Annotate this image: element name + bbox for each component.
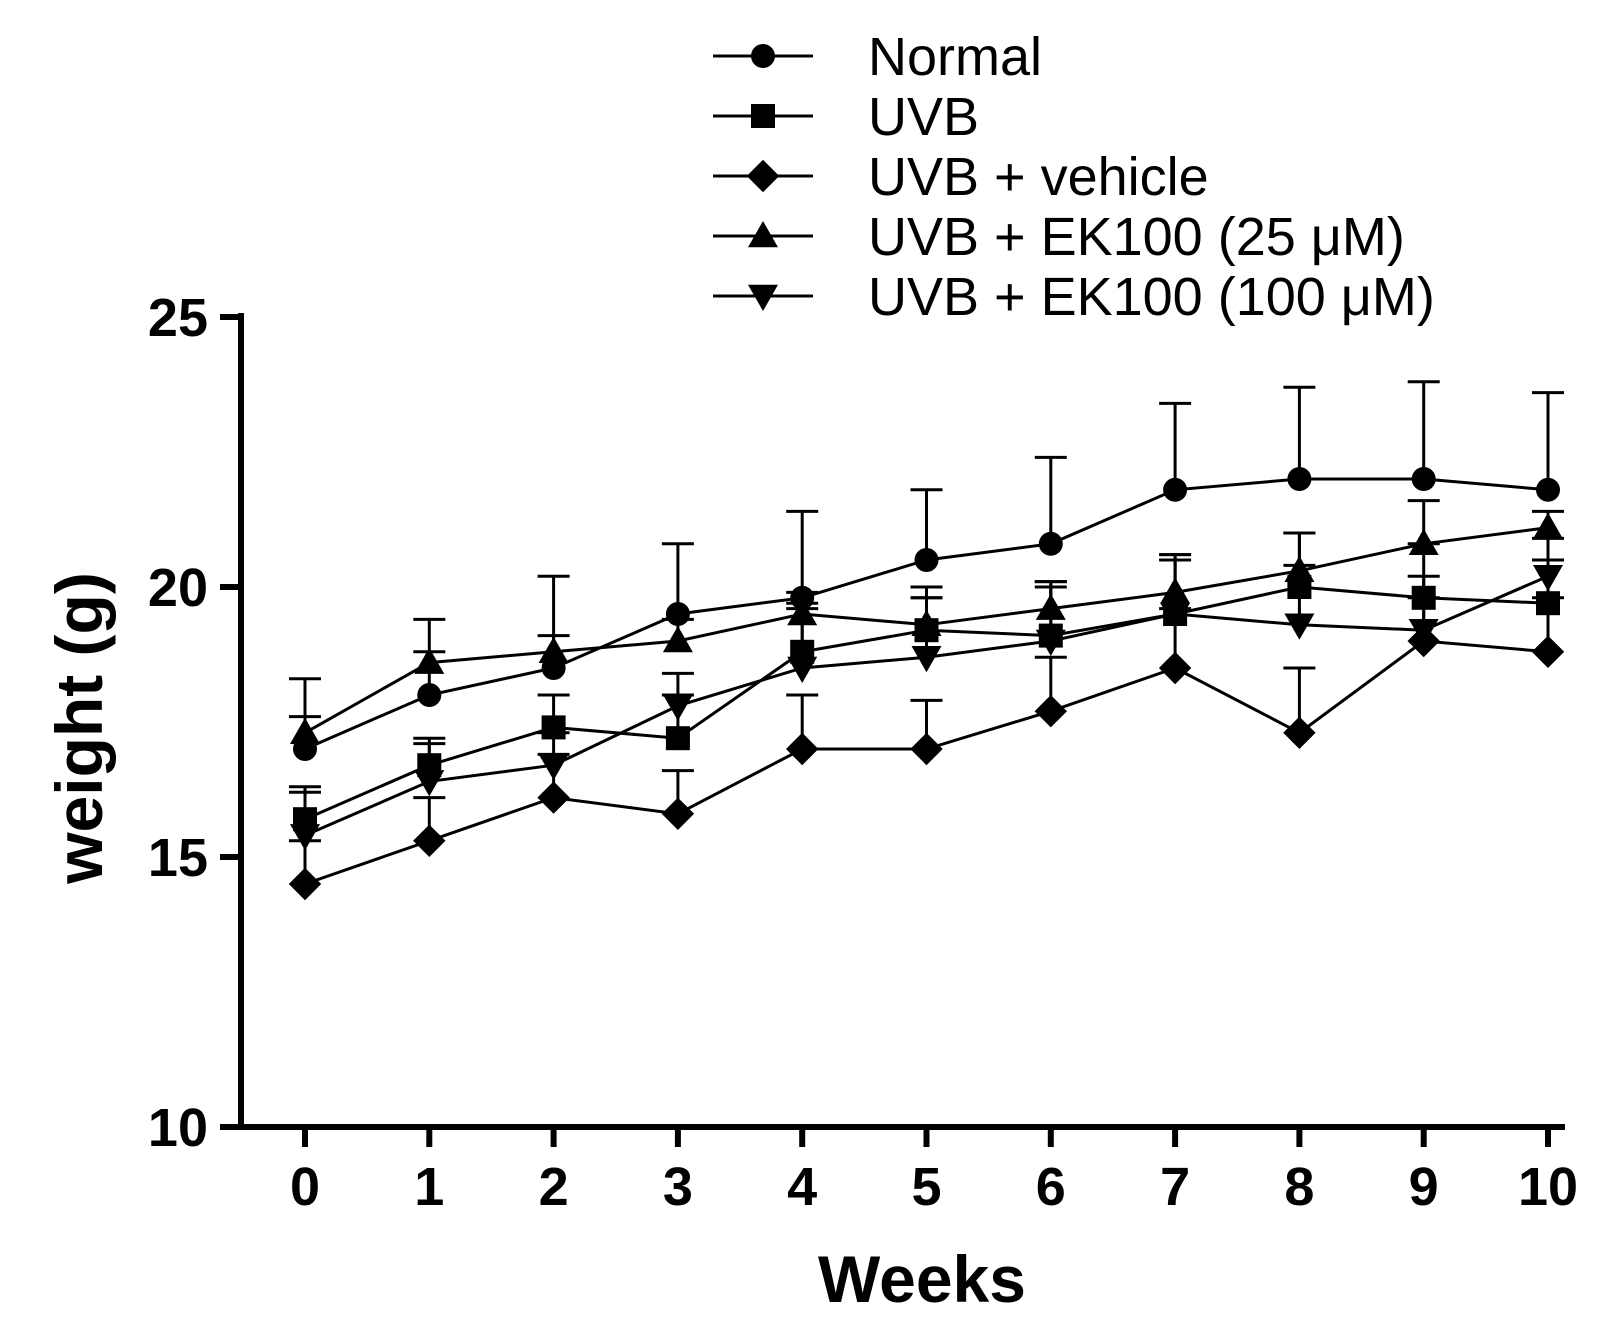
- series-5-point: [538, 753, 569, 781]
- x-tick-label: 7: [1160, 1157, 1190, 1217]
- series-3-point: [1158, 651, 1192, 685]
- series-1-error-bar: [786, 509, 819, 598]
- x-tick-label: 9: [1409, 1157, 1439, 1217]
- series-3-point: [786, 732, 819, 766]
- series-2-point: [541, 715, 566, 740]
- series-4-point: [787, 599, 818, 626]
- legend-marker: [748, 284, 778, 311]
- series-5-point: [414, 770, 445, 797]
- series-4-point: [911, 609, 942, 637]
- series-5-point: [1160, 602, 1191, 629]
- series-4-point: [1533, 512, 1563, 539]
- series-5-point: [1284, 613, 1315, 640]
- series-1-error-bar: [1159, 401, 1192, 490]
- series-5-point: [662, 694, 693, 721]
- series-1-point: [417, 683, 442, 707]
- y-axis-title: weight (g): [42, 572, 116, 885]
- series-2-point: [1411, 585, 1436, 610]
- series-4-point: [538, 636, 569, 664]
- x-ticks: 0 1 2 3 4 5 6 7 8 9 10: [290, 1127, 1578, 1217]
- legend-marker: [746, 159, 780, 193]
- y-tick-label: 20: [148, 558, 208, 618]
- series-1-point: [1411, 467, 1436, 491]
- series-4-point: [662, 626, 693, 653]
- series-1-point: [1163, 477, 1188, 502]
- x-tick-label: 8: [1284, 1157, 1314, 1217]
- series-3-point: [910, 732, 943, 766]
- y-tick-label: 10: [148, 1098, 208, 1158]
- series-4-point: [1035, 593, 1066, 620]
- legend-item: UVB: [713, 87, 979, 147]
- legend-item: Normal: [713, 27, 1042, 87]
- legend-marker: [751, 44, 775, 68]
- legend-label: UVB: [868, 87, 979, 147]
- series-3-point: [537, 781, 570, 814]
- x-tick-label: 4: [787, 1157, 817, 1217]
- series-1-point: [1038, 531, 1063, 556]
- series-1-error-bar: [1407, 380, 1440, 479]
- legend-label: UVB + EK100 (25 μM): [868, 207, 1405, 267]
- series-4-point: [414, 647, 445, 674]
- legend-label: UVB + vehicle: [868, 147, 1209, 207]
- series-1-error-bar: [1283, 385, 1316, 479]
- series-1-point: [914, 548, 939, 572]
- x-tick-label: 6: [1036, 1157, 1066, 1217]
- x-tick-label: 3: [663, 1157, 693, 1217]
- x-tick-label: 1: [414, 1157, 444, 1217]
- series-2-point: [665, 726, 690, 751]
- series-1-error-bar: [1034, 455, 1067, 544]
- series-3-point: [661, 797, 695, 830]
- series-3-point: [1283, 716, 1316, 749]
- x-tick-label: 10: [1518, 1157, 1578, 1217]
- legend-item: UVB + EK100 (100 μM): [713, 267, 1435, 327]
- series-1-point: [1536, 477, 1560, 502]
- series-4-point: [1284, 555, 1315, 583]
- y-tick-label: 15: [148, 828, 208, 888]
- series-4-point: [290, 717, 320, 745]
- series-1-point: [1287, 467, 1312, 491]
- series-markers: [288, 467, 1565, 901]
- series-5-point: [1533, 564, 1563, 592]
- series-4-point: [1160, 577, 1191, 604]
- series-5-point: [290, 824, 320, 851]
- series-2-point: [1536, 591, 1560, 616]
- series-3-point: [1034, 695, 1067, 728]
- series-3-point: [288, 867, 322, 901]
- x-tick-label: 2: [539, 1157, 569, 1217]
- series-3-point: [1531, 635, 1565, 668]
- legend-item: UVB + vehicle: [713, 147, 1209, 207]
- series-5-point: [911, 645, 942, 673]
- axes: [238, 313, 1565, 1130]
- series-3-point: [413, 824, 446, 857]
- y-ticks: 10 15 20 25: [148, 288, 241, 1158]
- legend-marker: [748, 221, 778, 248]
- legend-label: Normal: [868, 27, 1042, 87]
- series-1-point: [790, 585, 815, 610]
- legend-label: UVB + EK100 (100 μM): [868, 267, 1435, 327]
- series-4-point: [1408, 528, 1439, 556]
- series-1-error-bar: [1532, 391, 1564, 490]
- series-5-point: [1408, 618, 1439, 646]
- y-tick-label: 25: [148, 288, 208, 348]
- x-tick-label: 0: [290, 1157, 320, 1217]
- legend-item: UVB + EK100 (25 μM): [713, 207, 1405, 267]
- legend-marker: [751, 104, 775, 128]
- x-axis-title: Weeks: [818, 1242, 1026, 1316]
- series-5-point: [787, 656, 818, 683]
- x-tick-label: 5: [911, 1157, 941, 1217]
- series-1-point: [665, 602, 690, 626]
- series-5-point: [1035, 629, 1066, 656]
